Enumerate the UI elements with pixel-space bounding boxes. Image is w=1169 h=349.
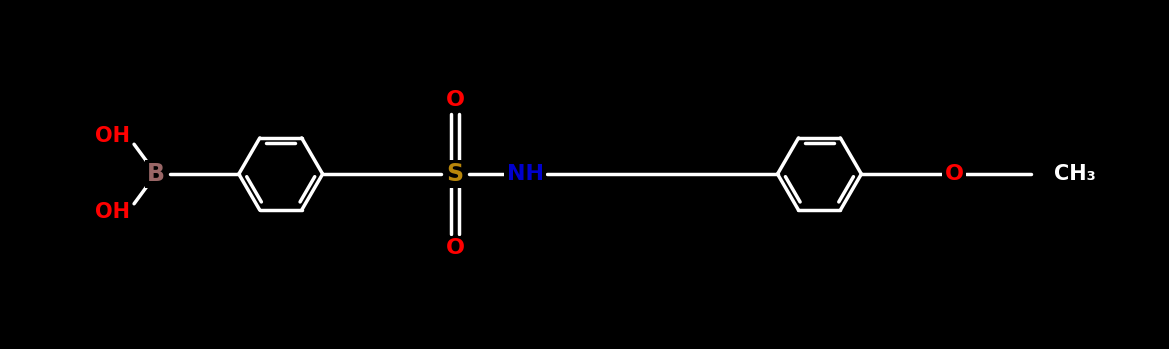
Text: S: S xyxy=(447,162,464,186)
Text: O: O xyxy=(945,164,963,184)
Text: B: B xyxy=(147,162,165,186)
Text: O: O xyxy=(445,238,465,258)
Text: OH: OH xyxy=(95,202,130,222)
Text: CH₃: CH₃ xyxy=(1054,164,1095,184)
Text: NH: NH xyxy=(506,164,544,184)
Text: O: O xyxy=(445,90,465,110)
Text: OH: OH xyxy=(95,126,130,146)
